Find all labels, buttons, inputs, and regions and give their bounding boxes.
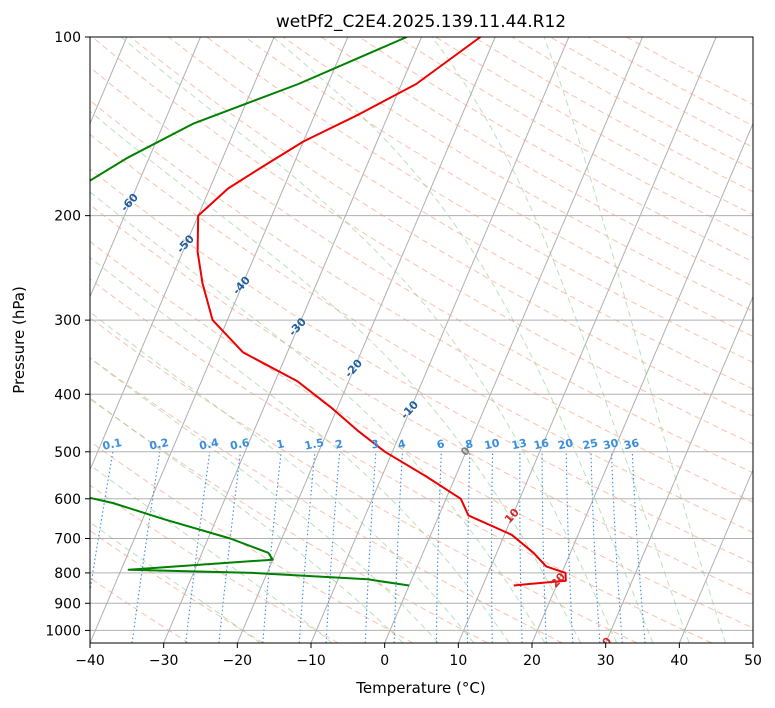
x-axis: −40 −30 −20 −10 0 10 20 30 40 50 <box>75 643 762 669</box>
y-tick-label: 1000 <box>45 623 81 639</box>
x-tick-label: −10 <box>296 653 326 669</box>
mixing-ratio-label: 13 <box>510 436 528 452</box>
mixing-ratio-label: 25 <box>581 436 599 452</box>
mixing-ratio-label: 8 <box>464 437 474 451</box>
mixing-ratio-label: 36 <box>623 436 641 452</box>
dry-adiabat <box>90 168 753 564</box>
isotherm-line <box>90 37 275 472</box>
isotherm-label: 30 <box>594 634 614 654</box>
isotherm-line <box>457 37 717 643</box>
mixing-ratio-line <box>590 451 601 643</box>
moist-adiabat <box>543 37 727 643</box>
mixing-ratio-line <box>631 451 646 643</box>
y-tick-label: 100 <box>54 30 81 46</box>
moist-adiabat <box>90 357 439 643</box>
y-axis-label: Pressure (hPa) <box>10 286 28 394</box>
isotherm-line <box>531 122 753 643</box>
x-tick-label: 40 <box>670 653 688 669</box>
dry-adiabat <box>168 37 753 390</box>
mixing-ratio-label: 4 <box>397 437 408 451</box>
isotherm-line <box>90 37 201 298</box>
moist-adiabat <box>90 397 404 643</box>
moist-adiabat <box>90 521 261 643</box>
mixing-ratio-label: 0.1 <box>101 436 123 453</box>
moist-adiabat <box>90 191 546 643</box>
x-tick-label: −20 <box>223 653 253 669</box>
temperature-profile-line <box>196 37 567 587</box>
x-axis-label: Temperature (°C) <box>355 679 485 697</box>
x-tick-label: 20 <box>523 653 541 669</box>
mixing-ratio-label: 0.2 <box>148 436 170 453</box>
x-tick-label: 0 <box>380 653 389 669</box>
isotherm-line <box>384 37 643 643</box>
moist-adiabat <box>120 37 618 643</box>
mixing-ratio-line <box>325 451 341 643</box>
mixing-ratio-label: 3 <box>370 437 380 451</box>
isotherm-line <box>163 37 422 643</box>
y-tick-label: 700 <box>54 532 81 548</box>
chart-title: wetPf2_C2E4.2025.139.11.44.R12 <box>276 12 566 32</box>
mixing-ratio-line <box>298 451 316 643</box>
dry-adiabat <box>282 37 753 312</box>
x-tick-label: −40 <box>75 653 105 669</box>
mixing-ratio-label: 0.4 <box>198 436 220 453</box>
y-tick-label: 300 <box>54 313 81 329</box>
dewpoint-profile-line <box>90 37 410 587</box>
mixing-ratio-label: 6 <box>436 437 447 451</box>
moist-adiabat <box>90 256 510 643</box>
isotherm-line <box>90 37 349 643</box>
mixing-ratio-label: 1.5 <box>303 436 325 453</box>
mixing-ratio-label: 30 <box>602 436 620 452</box>
moist-adiabat <box>272 37 654 643</box>
dry-adiabat <box>244 37 753 337</box>
y-tick-label: 200 <box>54 209 81 225</box>
isotherm-line <box>605 295 753 643</box>
mixing-ratio-label: 10 <box>483 436 501 452</box>
dry-adiabat <box>90 317 638 643</box>
isotherm-line <box>678 468 753 643</box>
y-tick-label: 500 <box>54 445 81 461</box>
dry-adiabat <box>90 398 488 643</box>
dry-adiabat <box>90 99 753 503</box>
mixing-ratio-line <box>185 451 211 643</box>
mixing-ratio-line <box>131 451 161 643</box>
plot-frame <box>89 36 754 644</box>
mixing-ratio-line <box>364 451 377 643</box>
dry-adiabat <box>90 278 712 643</box>
dry-adiabat <box>90 530 264 643</box>
dry-adiabat <box>130 37 753 417</box>
y-tick-label: 800 <box>54 566 81 582</box>
mixing-ratio-label: 1 <box>275 437 285 451</box>
dry-adiabat <box>90 357 563 643</box>
isobar-gridlines <box>90 37 753 631</box>
y-tick-label: 600 <box>54 492 81 508</box>
y-axis: 100 200 300 400 500 600 700 800 900 1000 <box>45 30 90 639</box>
background-lines <box>90 37 753 643</box>
y-tick-label: 900 <box>54 596 81 612</box>
mixing-ratio-label: 0.6 <box>229 436 251 453</box>
dry-adiabat <box>90 204 753 596</box>
dry-adiabat <box>90 133 753 533</box>
mixing-ratio-line <box>610 451 623 643</box>
profile-series <box>90 37 567 587</box>
mixing-ratio-line <box>218 451 242 643</box>
moist-adiabat <box>431 37 690 643</box>
mixing-ratio-label: 2 <box>334 437 344 451</box>
x-tick-label: 50 <box>744 653 762 669</box>
x-tick-label: −30 <box>149 653 179 669</box>
mixing-ratio-label: 16 <box>532 436 550 452</box>
dry-adiabat <box>91 37 753 445</box>
mixing-ratio-line <box>262 451 282 643</box>
moist-adiabat <box>90 464 333 643</box>
dry-adiabat <box>90 240 753 629</box>
x-tick-label: 30 <box>597 653 615 669</box>
mixing-ratio-label: 20 <box>557 436 575 452</box>
dry-adiabat <box>90 484 339 643</box>
moist-adiabat <box>90 311 475 643</box>
x-tick-label: 10 <box>449 653 467 669</box>
isotherm-line <box>236 37 496 643</box>
y-tick-label: 400 <box>54 387 81 403</box>
